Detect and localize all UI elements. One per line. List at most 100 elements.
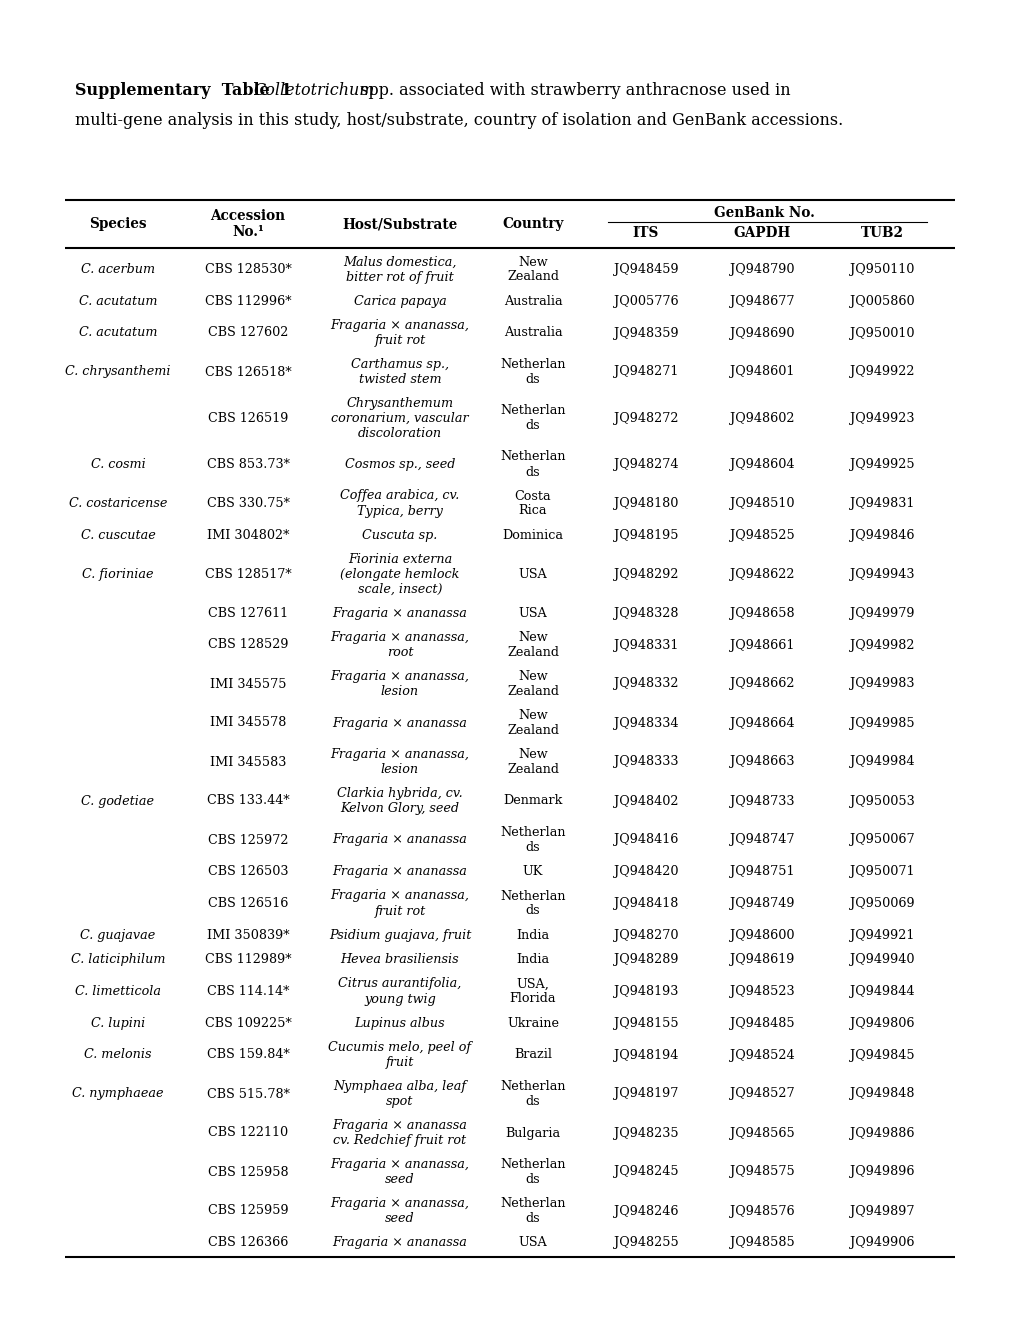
Text: C. guajavae: C. guajavae bbox=[81, 929, 156, 941]
Text: JQ948790: JQ948790 bbox=[729, 263, 794, 276]
Text: USA,
Florida: USA, Florida bbox=[510, 978, 555, 1006]
Text: CBS 127602: CBS 127602 bbox=[208, 326, 288, 339]
Text: IMI 345575: IMI 345575 bbox=[210, 677, 286, 690]
Text: Netherlan
ds: Netherlan ds bbox=[499, 826, 566, 854]
Text: Netherlan
ds: Netherlan ds bbox=[499, 1197, 566, 1225]
Text: CBS 128529: CBS 128529 bbox=[208, 639, 288, 652]
Text: JQ948523: JQ948523 bbox=[729, 985, 794, 998]
Text: Netherlan
ds: Netherlan ds bbox=[499, 1080, 566, 1107]
Text: India: India bbox=[516, 953, 549, 966]
Text: C. melonis: C. melonis bbox=[85, 1048, 152, 1061]
Text: JQ948677: JQ948677 bbox=[729, 294, 794, 308]
Text: Clarkia hybrida, cv.
Kelvon Glory, seed: Clarkia hybrida, cv. Kelvon Glory, seed bbox=[337, 787, 463, 814]
Text: JQ948194: JQ948194 bbox=[613, 1048, 678, 1061]
Text: C. nymphaeae: C. nymphaeae bbox=[72, 1088, 164, 1101]
Text: CBS 126519: CBS 126519 bbox=[208, 412, 288, 425]
Text: Australia: Australia bbox=[503, 326, 561, 339]
Text: Fragaria × ananassa: Fragaria × ananassa bbox=[332, 717, 467, 730]
Text: JQ948193: JQ948193 bbox=[613, 985, 678, 998]
Text: Dominica: Dominica bbox=[502, 529, 562, 541]
Text: JQ948328: JQ948328 bbox=[613, 607, 678, 620]
Text: JQ948751: JQ948751 bbox=[729, 865, 794, 878]
Text: Fragaria × ananassa,
root: Fragaria × ananassa, root bbox=[330, 631, 469, 659]
Text: Fragaria × ananassa: Fragaria × ananassa bbox=[332, 865, 467, 878]
Text: CBS 112996*: CBS 112996* bbox=[205, 294, 291, 308]
Text: JQ949886: JQ949886 bbox=[849, 1126, 913, 1139]
Text: CBS 126516: CBS 126516 bbox=[208, 898, 288, 909]
Text: Fragaria × ananassa,
fruit rot: Fragaria × ananassa, fruit rot bbox=[330, 890, 469, 917]
Text: IMI 345578: IMI 345578 bbox=[210, 717, 286, 730]
Text: Bulgaria: Bulgaria bbox=[505, 1126, 560, 1139]
Text: Fragaria × ananassa
cv. Redchief fruit rot: Fragaria × ananassa cv. Redchief fruit r… bbox=[332, 1119, 467, 1147]
Text: JQ949831: JQ949831 bbox=[849, 498, 913, 510]
Text: Species: Species bbox=[90, 216, 147, 231]
Text: JQ948359: JQ948359 bbox=[613, 326, 678, 339]
Text: CBS 128517*: CBS 128517* bbox=[205, 568, 291, 581]
Text: JQ949922: JQ949922 bbox=[849, 366, 913, 379]
Text: JQ949896: JQ949896 bbox=[849, 1166, 913, 1179]
Text: CBS 125972: CBS 125972 bbox=[208, 833, 288, 846]
Text: JQ948292: JQ948292 bbox=[613, 568, 678, 581]
Text: India: India bbox=[516, 929, 549, 941]
Text: CBS 159.84*: CBS 159.84* bbox=[207, 1048, 289, 1061]
Text: IMI 304802*: IMI 304802* bbox=[207, 529, 289, 541]
Text: JQ948245: JQ948245 bbox=[613, 1166, 678, 1179]
Text: Nymphaea alba, leaf
spot: Nymphaea alba, leaf spot bbox=[333, 1080, 466, 1107]
Text: Citrus aurantifolia,
young twig: Citrus aurantifolia, young twig bbox=[338, 978, 462, 1006]
Text: JQ949940: JQ949940 bbox=[849, 953, 913, 966]
Text: JQ949983: JQ949983 bbox=[849, 677, 913, 690]
Text: JQ949923: JQ949923 bbox=[849, 412, 913, 425]
Text: JQ948600: JQ948600 bbox=[729, 929, 794, 941]
Text: JQ948664: JQ948664 bbox=[729, 717, 794, 730]
Text: JQ948733: JQ948733 bbox=[729, 795, 794, 808]
Text: JQ949982: JQ949982 bbox=[849, 639, 913, 652]
Text: Psidium guajava, fruit: Psidium guajava, fruit bbox=[328, 929, 471, 941]
Text: Host/Substrate: Host/Substrate bbox=[342, 216, 458, 231]
Text: Country: Country bbox=[501, 216, 564, 231]
Text: CBS 126366: CBS 126366 bbox=[208, 1237, 288, 1249]
Text: Fragaria × ananassa,
seed: Fragaria × ananassa, seed bbox=[330, 1197, 469, 1225]
Text: Ukraine: Ukraine bbox=[506, 1016, 558, 1030]
Text: JQ948418: JQ948418 bbox=[613, 898, 678, 909]
Text: Accession
No.¹: Accession No.¹ bbox=[210, 209, 285, 239]
Text: Netherlan
ds: Netherlan ds bbox=[499, 450, 566, 479]
Text: JQ948585: JQ948585 bbox=[729, 1237, 794, 1249]
Text: JQ948622: JQ948622 bbox=[729, 568, 794, 581]
Text: JQ949925: JQ949925 bbox=[849, 458, 913, 471]
Text: JQ948747: JQ948747 bbox=[729, 833, 794, 846]
Text: GenBank No.: GenBank No. bbox=[713, 206, 813, 220]
Text: JQ948195: JQ948195 bbox=[613, 529, 678, 541]
Text: C. acerbum: C. acerbum bbox=[81, 263, 155, 276]
Text: New
Zealand: New Zealand bbox=[506, 709, 558, 737]
Text: JQ948485: JQ948485 bbox=[729, 1016, 794, 1030]
Text: JQ950010: JQ950010 bbox=[849, 326, 913, 339]
Text: JQ948602: JQ948602 bbox=[729, 412, 794, 425]
Text: JQ948690: JQ948690 bbox=[729, 326, 794, 339]
Text: Fragaria × ananassa: Fragaria × ananassa bbox=[332, 1237, 467, 1249]
Text: CBS 125959: CBS 125959 bbox=[208, 1204, 288, 1217]
Text: Lupinus albus: Lupinus albus bbox=[355, 1016, 445, 1030]
Text: JQ949921: JQ949921 bbox=[849, 929, 913, 941]
Text: JQ949844: JQ949844 bbox=[849, 985, 913, 998]
Text: multi-gene analysis in this study, host/substrate, country of isolation and GenB: multi-gene analysis in this study, host/… bbox=[75, 112, 843, 129]
Text: Fiorinia externa
(elongate hemlock
scale, insect): Fiorinia externa (elongate hemlock scale… bbox=[340, 553, 460, 595]
Text: C. fioriniae: C. fioriniae bbox=[83, 568, 154, 581]
Text: Netherlan
ds: Netherlan ds bbox=[499, 1158, 566, 1185]
Text: JQ005860: JQ005860 bbox=[849, 294, 913, 308]
Text: JQ948271: JQ948271 bbox=[613, 366, 678, 379]
Text: Fragaria × ananassa,
lesion: Fragaria × ananassa, lesion bbox=[330, 671, 469, 698]
Text: Brazil: Brazil bbox=[514, 1048, 551, 1061]
Text: JQ948246: JQ948246 bbox=[613, 1204, 678, 1217]
Text: JQ948197: JQ948197 bbox=[613, 1088, 678, 1101]
Text: JQ948289: JQ948289 bbox=[613, 953, 678, 966]
Text: JQ948525: JQ948525 bbox=[729, 529, 794, 541]
Text: CBS 853.73*: CBS 853.73* bbox=[207, 458, 289, 471]
Text: JQ950110: JQ950110 bbox=[849, 263, 913, 276]
Text: Fragaria × ananassa,
lesion: Fragaria × ananassa, lesion bbox=[330, 748, 469, 776]
Text: JQ949848: JQ949848 bbox=[849, 1088, 913, 1101]
Text: CBS 133.44*: CBS 133.44* bbox=[207, 795, 289, 808]
Text: JQ948575: JQ948575 bbox=[729, 1166, 794, 1179]
Text: USA: USA bbox=[518, 568, 547, 581]
Text: JQ948333: JQ948333 bbox=[613, 755, 678, 768]
Text: IMI 345583: IMI 345583 bbox=[210, 755, 286, 768]
